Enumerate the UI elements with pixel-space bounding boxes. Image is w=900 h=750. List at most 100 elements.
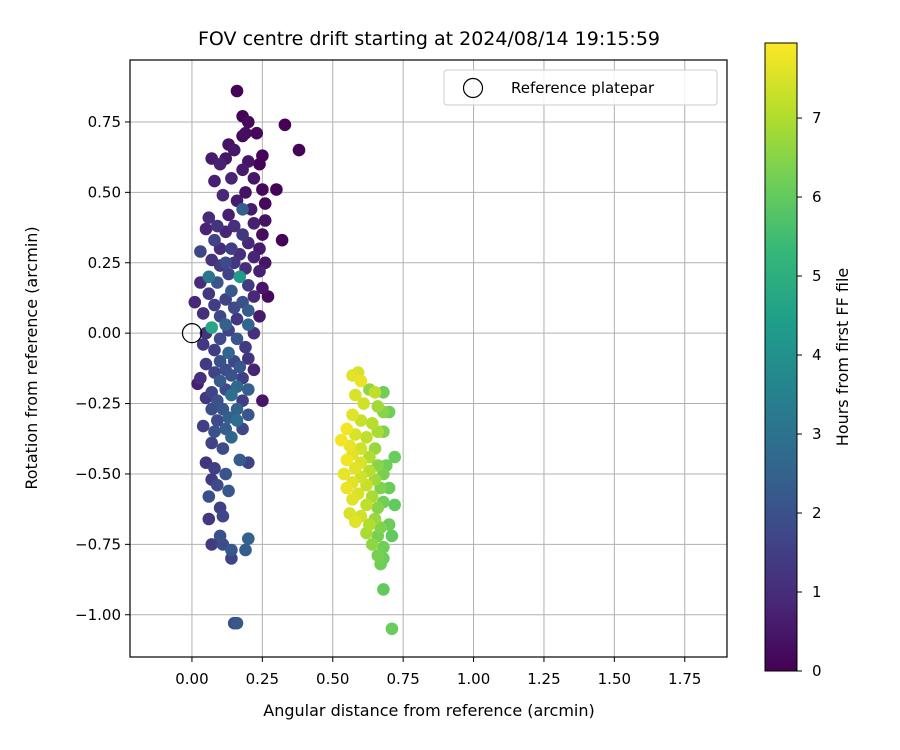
data-point <box>365 538 379 551</box>
data-point <box>205 538 218 551</box>
data-point <box>194 245 207 258</box>
data-point <box>258 214 272 227</box>
data-point <box>357 397 371 410</box>
data-points <box>188 84 402 636</box>
data-point <box>222 267 235 281</box>
x-tick-label: 1.75 <box>668 670 701 688</box>
y-tick-label: 0.75 <box>88 113 121 131</box>
data-point <box>196 419 210 433</box>
data-point <box>225 242 238 255</box>
data-point <box>256 394 269 408</box>
data-point <box>225 388 238 402</box>
colorbar-tick-label: 2 <box>812 504 822 522</box>
data-point <box>213 374 227 388</box>
data-point <box>236 163 249 177</box>
data-point <box>233 270 247 284</box>
y-tick-label: 0.50 <box>88 183 121 201</box>
x-tick-label: 0.25 <box>246 670 279 688</box>
y-axis-ticks: 0.75 0.50 0.25 0.00 −0.25 −0.50 −0.75 −1.00 <box>75 113 130 624</box>
data-point <box>219 318 232 332</box>
data-point <box>371 501 385 515</box>
data-point <box>340 481 354 495</box>
data-point <box>242 532 255 545</box>
x-axis-label: Angular distance from reference (arcmin) <box>263 701 594 720</box>
data-point <box>242 115 255 129</box>
data-point <box>222 484 235 498</box>
data-point <box>242 383 255 396</box>
colorbar-tick-label: 6 <box>812 188 822 206</box>
colorbar-gradient <box>764 42 798 672</box>
data-point <box>199 357 213 371</box>
colorbar-tick-label: 4 <box>812 346 822 364</box>
data-point <box>349 515 362 529</box>
data-point <box>225 284 238 298</box>
data-point <box>242 279 255 292</box>
y-tick-label: −0.25 <box>75 395 121 413</box>
data-point <box>213 157 227 171</box>
reference-marker <box>181 323 203 344</box>
data-point <box>230 616 244 630</box>
y-tick-label: 0.00 <box>88 324 121 342</box>
data-point <box>230 402 244 416</box>
data-point <box>233 453 247 467</box>
data-point <box>219 256 232 270</box>
data-point <box>202 270 216 284</box>
data-point <box>388 450 402 464</box>
data-point <box>346 493 359 506</box>
data-point <box>371 549 385 562</box>
data-point <box>239 126 252 140</box>
data-point <box>253 310 266 323</box>
data-point <box>385 529 399 543</box>
data-point <box>371 400 385 413</box>
x-tick-label: 0.75 <box>386 670 419 688</box>
data-point <box>196 307 210 320</box>
data-point <box>208 298 221 312</box>
data-point <box>211 219 224 233</box>
data-point <box>196 338 210 351</box>
data-point <box>205 436 218 450</box>
data-point <box>275 233 289 247</box>
colorbar-tick-label: 1 <box>812 583 822 601</box>
x-tick-label: 1.00 <box>457 670 490 688</box>
data-point <box>349 462 362 475</box>
data-point <box>340 422 354 436</box>
data-point <box>388 498 402 512</box>
data-point <box>205 321 218 334</box>
data-point <box>239 543 252 557</box>
data-point <box>216 442 230 455</box>
x-axis-ticks: 0.00 0.25 0.50 0.75 1.00 1.25 1.50 1.75 <box>175 657 701 688</box>
data-point <box>258 197 272 210</box>
x-tick-label: 0.00 <box>175 670 208 688</box>
data-point <box>194 371 207 385</box>
data-point <box>360 498 373 512</box>
data-point <box>242 304 255 317</box>
data-point <box>208 233 221 247</box>
data-point <box>242 352 255 365</box>
data-point <box>385 622 399 636</box>
data-point <box>233 360 247 374</box>
data-point <box>340 453 354 467</box>
data-point <box>239 186 252 199</box>
data-point <box>334 433 348 447</box>
data-point <box>208 462 221 475</box>
data-point <box>230 84 244 98</box>
data-point <box>346 408 359 422</box>
data-point <box>256 281 269 295</box>
chart-title: FOV centre drift starting at 2024/08/14 … <box>198 28 660 50</box>
legend-label-reference-platepar: Reference platepar <box>511 79 655 97</box>
data-point <box>292 143 306 157</box>
data-point <box>278 118 292 132</box>
data-point <box>247 172 261 185</box>
data-point <box>236 228 249 241</box>
data-point <box>225 369 238 382</box>
data-point <box>236 203 249 216</box>
data-point <box>247 290 261 303</box>
data-point <box>230 414 244 427</box>
data-point <box>199 222 213 236</box>
plot-frame <box>129 59 728 658</box>
data-point <box>216 188 230 202</box>
data-point <box>230 312 244 326</box>
data-point <box>225 543 238 557</box>
colorbar-tick-label: 0 <box>812 662 822 680</box>
data-point <box>363 518 376 531</box>
